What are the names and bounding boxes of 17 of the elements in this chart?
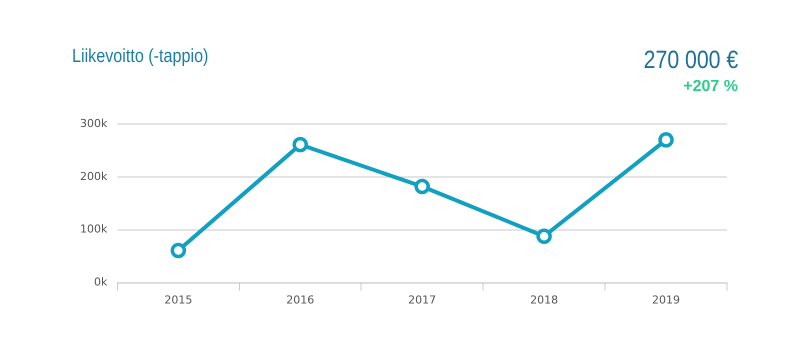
text: +207 % — [683, 78, 738, 96]
point — [658, 132, 674, 148]
y-tick-label: 200k — [80, 170, 108, 183]
x-tick-label: 2018 — [530, 293, 558, 306]
x-tick-label: 2019 — [652, 293, 680, 306]
y-tick-label: 0k — [94, 276, 108, 289]
chart-title: Liikevoitto (-tappio) — [72, 46, 208, 68]
point — [414, 178, 430, 194]
point — [170, 242, 186, 258]
y-tick-label: 300k — [80, 116, 108, 130]
point — [292, 136, 308, 152]
x-tick-label: 2017 — [408, 293, 436, 306]
point — [536, 228, 552, 244]
x-tick-label: 2016 — [286, 293, 314, 306]
text: 270 000 € — [643, 46, 738, 75]
y-tick-label: 100k — [80, 222, 108, 236]
x-tick-label: 2015 — [164, 293, 192, 306]
